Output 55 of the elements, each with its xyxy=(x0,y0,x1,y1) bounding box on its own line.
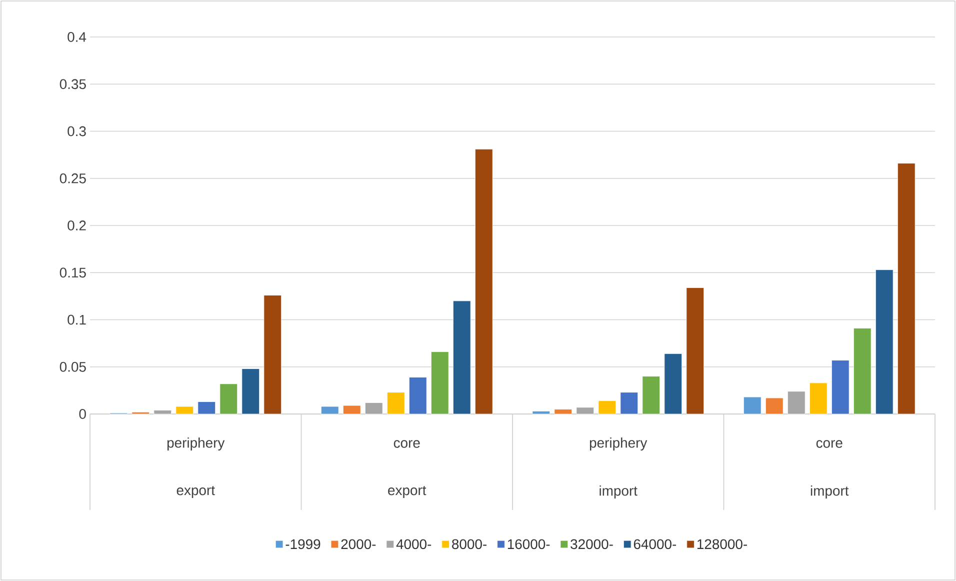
x-tick-label: core xyxy=(394,440,420,448)
bar xyxy=(452,300,471,414)
bar xyxy=(430,352,449,414)
bar xyxy=(875,270,894,414)
y-tick-label: 0 xyxy=(79,409,86,419)
bar xyxy=(220,384,238,414)
bar xyxy=(809,382,828,414)
bar xyxy=(598,400,616,414)
y-tick-label: 0.4 xyxy=(68,32,86,42)
bar xyxy=(743,396,762,414)
bar xyxy=(620,392,638,414)
bar xyxy=(364,402,383,414)
legend-label: 4000- xyxy=(396,539,432,550)
bar xyxy=(342,405,361,414)
y-tick-label: 0.2 xyxy=(68,220,86,230)
bar xyxy=(686,288,704,414)
x-tick-label: core xyxy=(816,440,842,448)
legend-label: 8000- xyxy=(452,539,486,550)
bar xyxy=(765,398,784,414)
bar xyxy=(264,295,282,414)
bar xyxy=(198,402,216,414)
bar xyxy=(474,148,493,414)
bar xyxy=(176,406,194,414)
bar xyxy=(853,328,872,414)
x-tick-label: periphery xyxy=(167,438,225,450)
y-tick-label: 0.05 xyxy=(60,362,86,372)
y-tick-label: 0.25 xyxy=(60,173,86,184)
bar xyxy=(242,368,260,414)
y-tick-label: 0.15 xyxy=(60,268,86,278)
legend-label: 16000- xyxy=(508,539,550,550)
legend-label: 32000- xyxy=(570,539,613,550)
legend-label: 64000- xyxy=(634,539,676,550)
bar xyxy=(532,410,550,414)
bar xyxy=(320,406,339,414)
bar xyxy=(576,407,594,414)
bar xyxy=(787,391,806,414)
legend-label: -1999 xyxy=(286,539,320,550)
x-tick-label: periphery xyxy=(590,438,648,450)
y-tick-label: 0.35 xyxy=(60,79,86,90)
bar xyxy=(664,353,682,414)
bar xyxy=(386,392,405,414)
legend-label: 128000- xyxy=(697,539,747,550)
y-tick-label: 0.1 xyxy=(68,314,86,325)
bar xyxy=(897,163,916,414)
bar xyxy=(642,376,660,414)
bar xyxy=(831,360,850,414)
text: export xyxy=(176,486,215,498)
text: export xyxy=(388,486,426,498)
text: import xyxy=(600,486,638,498)
text: import xyxy=(810,486,849,498)
bar xyxy=(408,377,427,414)
bar xyxy=(154,410,172,414)
legend-label: 2000- xyxy=(341,539,376,550)
bar xyxy=(554,409,572,414)
y-tick-label: 0.3 xyxy=(68,126,86,136)
